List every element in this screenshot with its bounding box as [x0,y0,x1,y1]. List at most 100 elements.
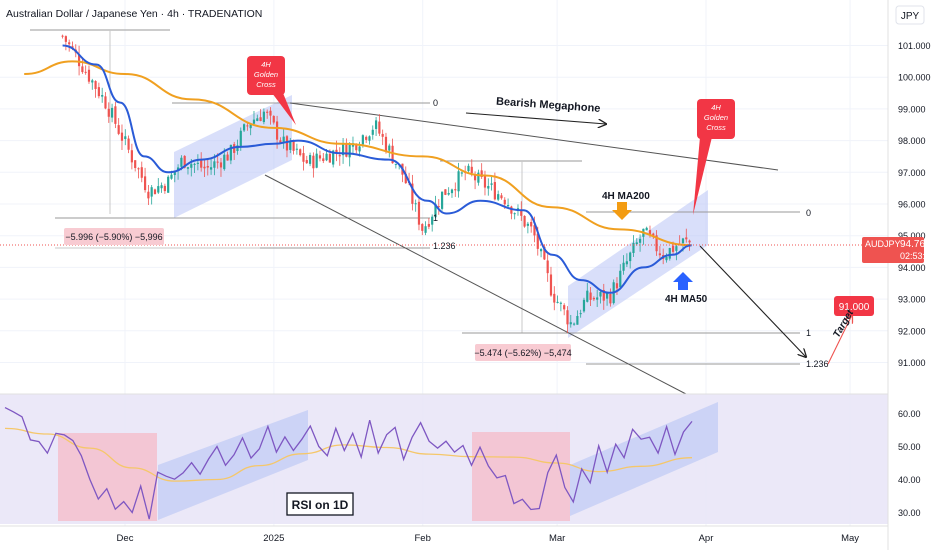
candle-body [272,116,275,123]
price-tick-label: 93.000 [898,295,926,305]
candle-body [374,120,378,129]
candle-body [335,149,338,153]
candle-body [338,155,341,157]
candle-body [104,96,107,109]
candle-body [97,87,100,97]
candle-body [536,233,539,249]
candle-body [64,36,67,42]
candle-body [249,123,252,129]
candle-body [480,170,483,177]
candle-body [275,121,279,140]
bearish-megaphone-lines [264,102,779,395]
time-tick-label: May [841,533,859,544]
svg-text:Golden: Golden [254,70,278,79]
candle-body [61,35,64,37]
candle-body [259,117,262,121]
projection-arrow [699,245,806,357]
candle-body [658,253,661,256]
candle-body [460,172,463,174]
candle-body [91,80,94,83]
candle-body [530,222,533,227]
price-tick-label: 100.000 [898,73,931,83]
chart-title: Australian Dollar / Japanese Yen · 4h · … [6,8,262,20]
candle-body [216,161,219,163]
candle-body [160,185,163,189]
candle-body [576,315,579,325]
candle-body [140,167,143,178]
candle-body [305,160,308,164]
candle-body [454,189,457,191]
rsi-channel-2 [570,402,718,516]
ma50-arrow-icon [673,272,693,290]
candle-body [539,249,543,252]
candle-body [520,209,523,216]
candle-body [345,144,348,157]
candle-body [437,206,440,208]
candle-body [101,95,104,97]
candle-body [157,186,160,193]
svg-text:−5.996 (−5.90%) −5,996: −5.996 (−5.90%) −5,996 [65,232,162,242]
price-tick-label: 99.000 [898,104,926,114]
candle-body [322,158,325,162]
candle-body [239,130,242,147]
candle-body [332,150,335,165]
candle-body [384,136,388,152]
rsi-red-box-1 [58,433,157,521]
candle-body [229,144,232,161]
candle-body [289,141,292,150]
candle-body [308,154,312,164]
candle-body [81,66,84,73]
candle-body [404,173,407,184]
candle-body [173,172,176,176]
currency-button[interactable] [895,5,925,25]
candle-body [622,262,625,271]
candle-body [579,313,582,315]
candle-body [302,153,305,162]
candle-body [371,129,374,135]
candle-body [388,145,391,151]
candle-body [605,293,609,299]
shaded-regions [0,95,888,524]
candle-body [292,140,295,151]
candle-body [117,125,120,134]
candle-body [417,201,421,225]
candle-body [203,166,206,169]
candle-body [87,69,91,82]
measure-label-2: −5.474 (−5.62%) −5,474 [474,344,572,361]
candle-body [556,301,559,303]
candle-body [421,224,424,231]
candle-body [355,144,358,151]
candle-body [167,176,170,193]
candle-body [262,111,265,123]
bull-channel-1 [174,95,292,218]
candle-body [120,132,124,141]
measure-label-1: −5.996 (−5.90%) −5,996 [64,228,164,245]
candle-body [269,110,272,116]
price-tick-label: 91.000 [898,358,926,368]
svg-text:91.000: 91.000 [839,302,870,313]
candle-body [543,246,546,260]
candle-body [242,124,246,131]
candle-body [256,118,259,121]
candle-body [671,245,675,252]
candle-body [127,138,130,150]
rsi-red-box-2 [472,432,570,521]
price-tick-label: 92.000 [898,326,926,336]
fib-lines [30,29,800,365]
candle-body [477,172,480,183]
candlesticks [61,34,691,333]
candle-body [467,165,470,172]
svg-text:02:53:33: 02:53:33 [900,251,932,261]
candle-body [450,189,454,194]
fib-a-1236: 1.236 [433,241,456,251]
candle-body [282,136,285,143]
candle-body [506,204,510,207]
time-tick-label: Feb [415,533,431,544]
candle-body [652,233,655,236]
candle-body [648,230,652,235]
candle-body [470,166,473,174]
svg-text:AUDJPY: AUDJPY [865,239,901,249]
candle-body [638,238,642,243]
